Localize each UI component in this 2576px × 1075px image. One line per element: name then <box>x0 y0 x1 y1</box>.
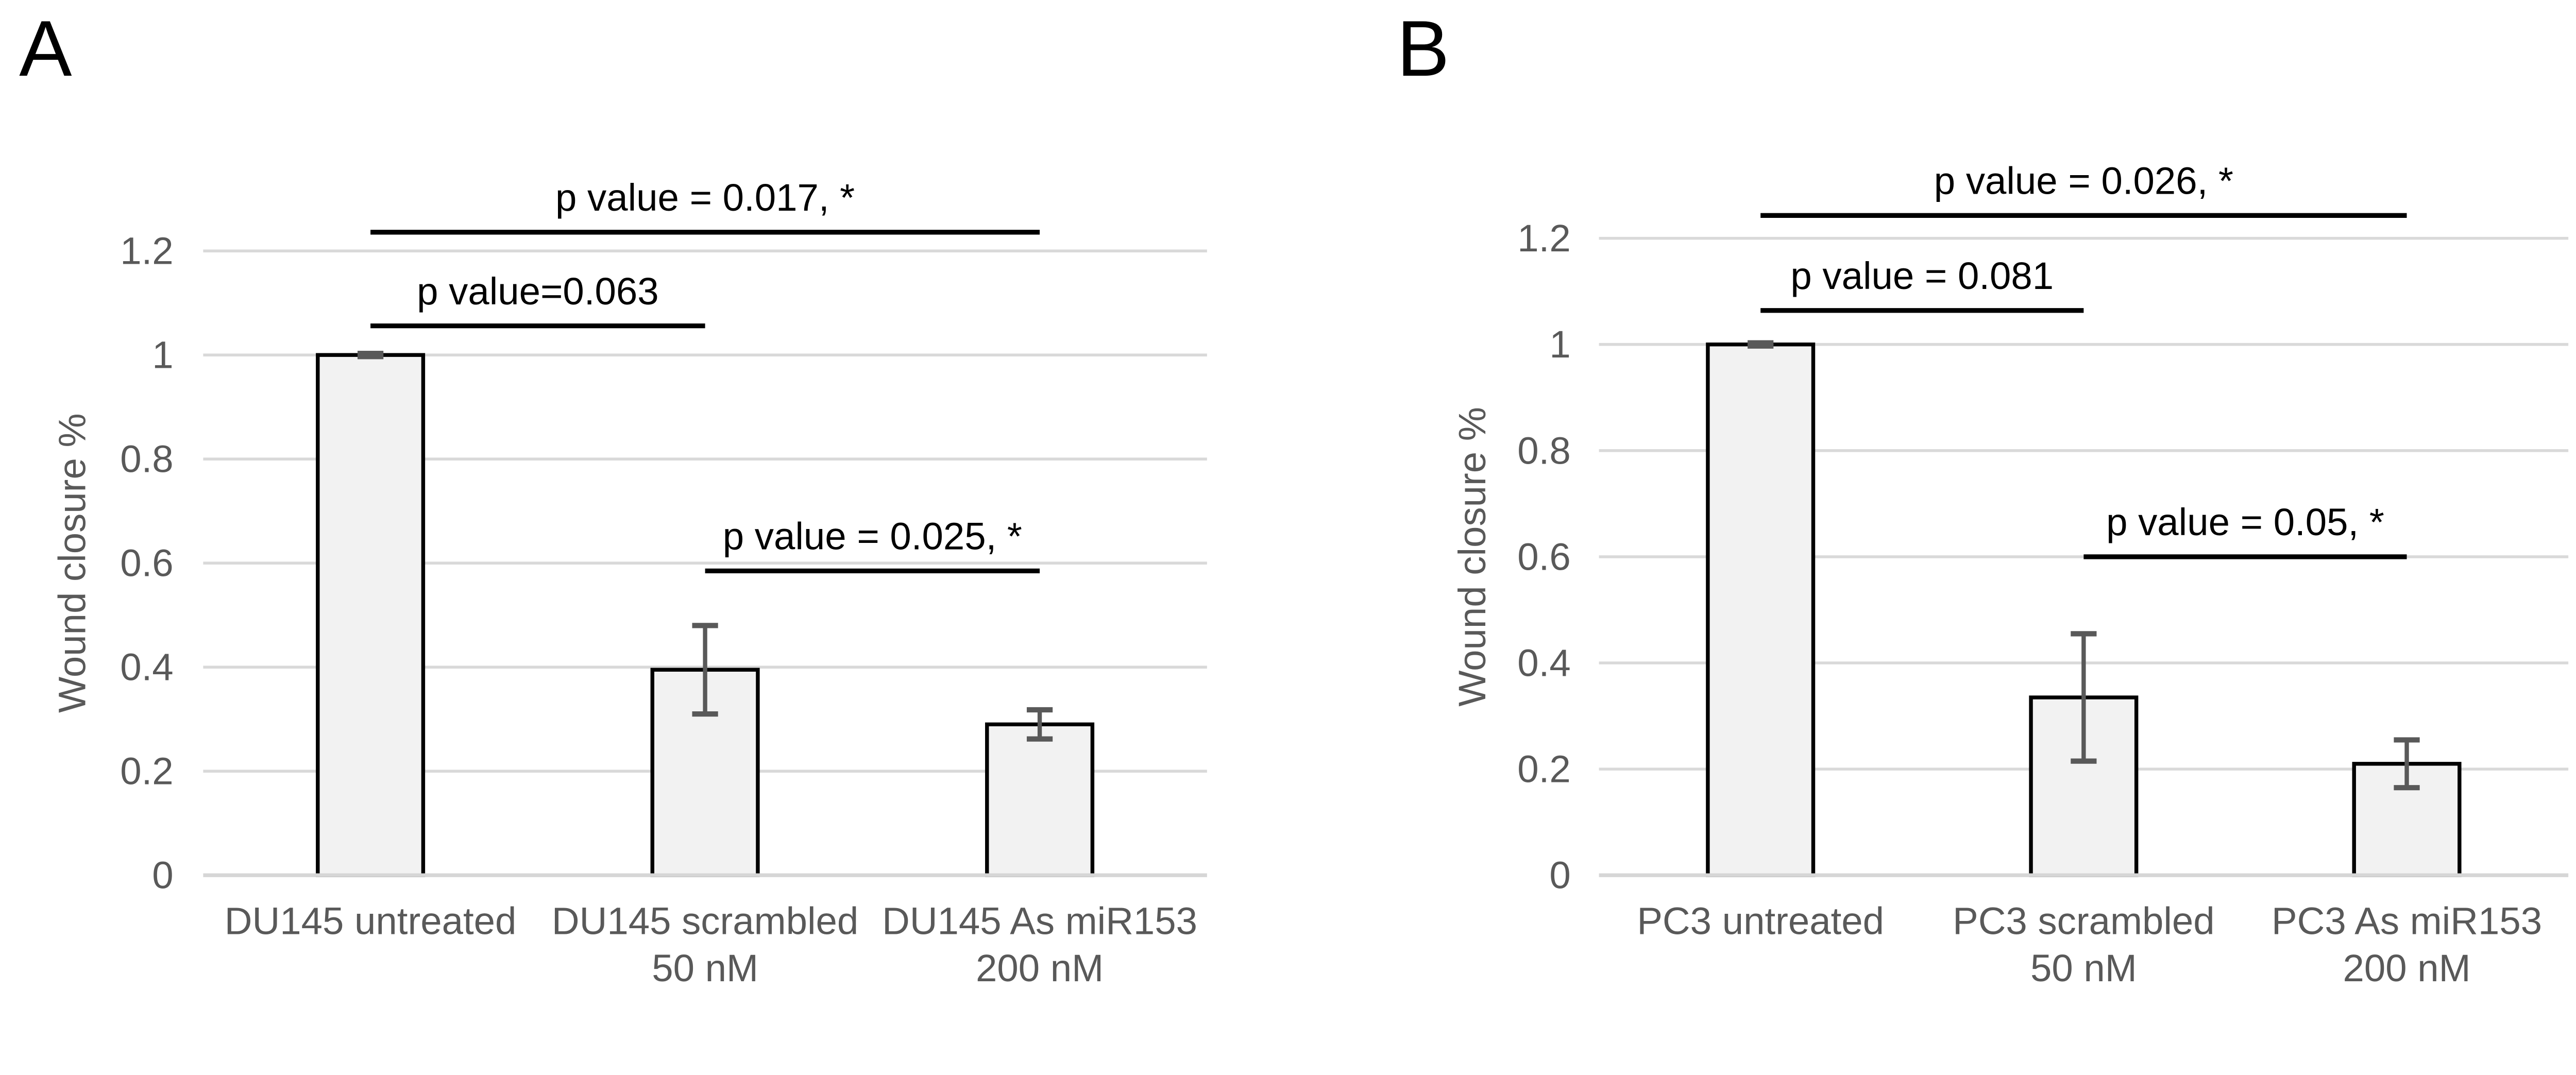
y-tick-label: 0.8 <box>120 438 173 481</box>
p-value-annotation: p value = 0.025, * <box>723 515 1022 557</box>
x-category-label: DU145 As miR153 <box>882 900 1197 943</box>
y-tick-label: 0 <box>1549 854 1570 897</box>
p-value-annotation: p value = 0.017, * <box>555 176 855 219</box>
y-tick-label: 1.2 <box>1517 217 1570 260</box>
bar <box>985 722 1095 877</box>
x-category-label: PC3 As miR153 <box>2272 900 2542 943</box>
x-category-label: PC3 scrambled <box>1953 900 2215 943</box>
y-tick-label: 1 <box>152 334 173 377</box>
x-category-label: PC3 untreated <box>1637 900 1884 943</box>
x-category-label: 200 nM <box>2343 947 2470 989</box>
x-category-label: 50 nM <box>652 947 758 989</box>
y-tick-label: 1.2 <box>120 230 173 272</box>
wound-closure-bar-charts: 0 0.2 0.4 0.6 0.8 1 1.2 DU145 untreated DU145 sc… <box>19 4 2569 989</box>
p-value-annotation: p value = 0.05, * <box>2106 501 2384 543</box>
bar <box>316 353 426 877</box>
y-tick-label: 0.2 <box>1517 748 1570 791</box>
y-tick-label: 0.2 <box>120 750 173 793</box>
y-tick-label: 0.4 <box>1517 642 1570 685</box>
bar <box>1706 342 1816 877</box>
p-value-annotation: p value = 0.081 <box>1790 254 2054 297</box>
y-axis-title: Wound closure % <box>1451 407 1494 707</box>
x-category-label: DU145 scrambled <box>552 900 858 943</box>
x-category-label: 50 nM <box>2030 947 2137 989</box>
y-axis-title: Wound closure % <box>51 413 94 713</box>
x-category-label: 200 nM <box>976 947 1104 989</box>
figure: 0 0.2 0.4 0.6 0.8 1 1.2 DU145 untreated DU145 sc… <box>19 4 2569 989</box>
panel-letter: B <box>1397 4 1449 93</box>
panel-a: 0 0.2 0.4 0.6 0.8 1 1.2 DU145 untreated DU145 sc… <box>19 4 1207 989</box>
panel-b: 0 0.2 0.4 0.6 0.8 1 1.2 PC3 untreated PC3 scramb… <box>1397 4 2569 989</box>
x-category-label: DU145 untreated <box>225 900 517 943</box>
y-tick-label: 0.8 <box>1517 429 1570 472</box>
panel-letter: A <box>19 4 72 93</box>
y-tick-label: 1 <box>1549 323 1570 366</box>
y-tick-label: 0.4 <box>120 646 173 689</box>
y-tick-label: 0 <box>152 854 173 897</box>
p-value-annotation: p value=0.063 <box>417 270 658 313</box>
y-tick-label: 0.6 <box>1517 535 1570 578</box>
y-tick-label: 0.6 <box>120 542 173 585</box>
p-value-annotation: p value = 0.026, * <box>1934 159 2233 202</box>
